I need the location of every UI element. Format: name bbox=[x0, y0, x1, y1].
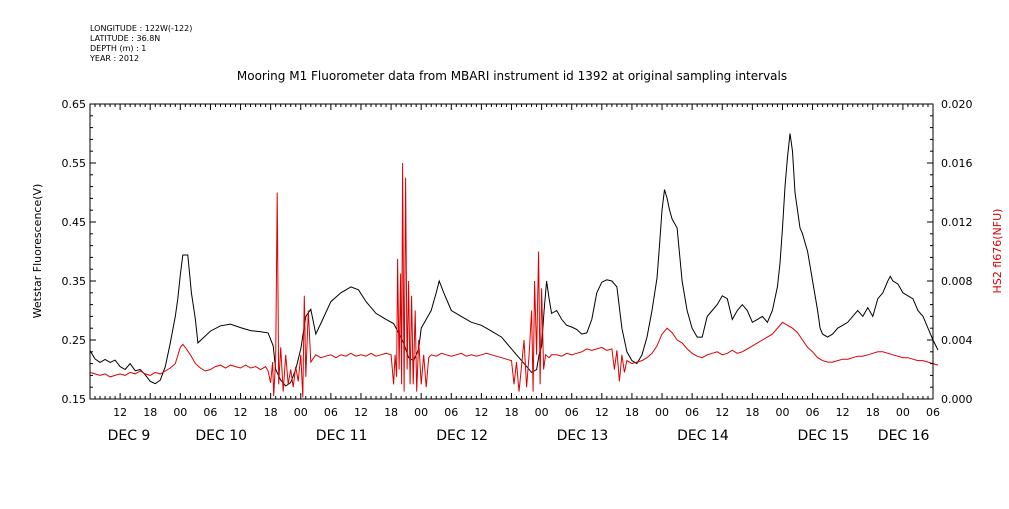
y-axis-label-left: Wetstar Fluorescence(V) bbox=[31, 184, 44, 319]
x-tick-label: 12 bbox=[354, 406, 368, 419]
x-date-label: DEC 12 bbox=[436, 428, 488, 444]
x-tick-label: 06 bbox=[203, 406, 217, 419]
x-tick-label: 12 bbox=[836, 406, 850, 419]
x-tick-label: 18 bbox=[264, 406, 278, 419]
x-date-label: DEC 9 bbox=[108, 428, 151, 444]
x-tick-label: 12 bbox=[715, 406, 729, 419]
x-tick-label: 06 bbox=[565, 406, 579, 419]
x-tick-label: 00 bbox=[655, 406, 669, 419]
x-tick-label: 06 bbox=[444, 406, 458, 419]
y-tick-label-left: 0.15 bbox=[62, 393, 87, 406]
x-tick-label: 18 bbox=[505, 406, 519, 419]
chart-title: Mooring M1 Fluorometer data from MBARI i… bbox=[237, 69, 787, 83]
x-date-label: DEC 11 bbox=[316, 428, 368, 444]
x-date-label: DEC 13 bbox=[557, 428, 609, 444]
y-tick-label-right: 0.004 bbox=[941, 334, 973, 347]
meta-year: YEAR : 2012 bbox=[89, 54, 139, 63]
y-axis-label-right: HS2 fl676(NFU) bbox=[991, 209, 1004, 294]
x-tick-label: 00 bbox=[414, 406, 428, 419]
x-tick-label: 00 bbox=[775, 406, 789, 419]
x-tick-label: 12 bbox=[474, 406, 488, 419]
x-tick-label: 12 bbox=[595, 406, 609, 419]
x-tick-label: 00 bbox=[535, 406, 549, 419]
x-tick-label: 18 bbox=[866, 406, 880, 419]
x-tick-label: 06 bbox=[806, 406, 820, 419]
y-tick-label-left: 0.65 bbox=[62, 98, 87, 111]
x-tick-label: 06 bbox=[685, 406, 699, 419]
meta-longitude: LONGITUDE : 122W(-122) bbox=[90, 24, 192, 33]
x-tick-label: 12 bbox=[234, 406, 248, 419]
x-tick-label: 18 bbox=[745, 406, 759, 419]
x-tick-label: 06 bbox=[324, 406, 338, 419]
x-tick-label: 00 bbox=[173, 406, 187, 419]
meta-depth: DEPTH (m) : 1 bbox=[90, 44, 146, 53]
meta-latitude: LATITUDE : 36.8N bbox=[90, 34, 160, 43]
x-tick-label: 06 bbox=[926, 406, 940, 419]
x-tick-label: 18 bbox=[384, 406, 398, 419]
y-tick-label-left: 0.55 bbox=[62, 157, 87, 170]
x-date-label: DEC 15 bbox=[798, 428, 850, 444]
x-tick-label: 00 bbox=[896, 406, 910, 419]
x-date-label: DEC 10 bbox=[195, 428, 247, 444]
plot-area: 12 18 00 06 12 18 00 06 12 18 00 06 12 18 00 06 12 18 00 06… bbox=[62, 98, 973, 444]
y-tick-label-right: 0.020 bbox=[941, 98, 973, 111]
x-tick-label: 00 bbox=[294, 406, 308, 419]
y-tick-label-left: 0.25 bbox=[62, 334, 87, 347]
x-tick-label: 12 bbox=[113, 406, 127, 419]
y-tick-label-right: 0.012 bbox=[941, 216, 973, 229]
y-tick-label-left: 0.45 bbox=[62, 216, 87, 229]
x-date-label: DEC 16 bbox=[878, 428, 930, 444]
y-tick-label-right: 0.000 bbox=[941, 393, 973, 406]
y-tick-label-right: 0.016 bbox=[941, 157, 973, 170]
x-tick-label: 18 bbox=[625, 406, 639, 419]
y-tick-label-right: 0.008 bbox=[941, 275, 973, 288]
x-date-label: DEC 14 bbox=[677, 428, 729, 444]
metadata-block: LONGITUDE : 122W(-122) LATITUDE : 36.8N … bbox=[89, 24, 192, 63]
y-tick-label-left: 0.35 bbox=[62, 275, 87, 288]
series-line-left bbox=[89, 133, 939, 387]
series-line-right bbox=[89, 162, 939, 398]
x-tick-label: 18 bbox=[143, 406, 157, 419]
plot-frame bbox=[89, 103, 934, 400]
